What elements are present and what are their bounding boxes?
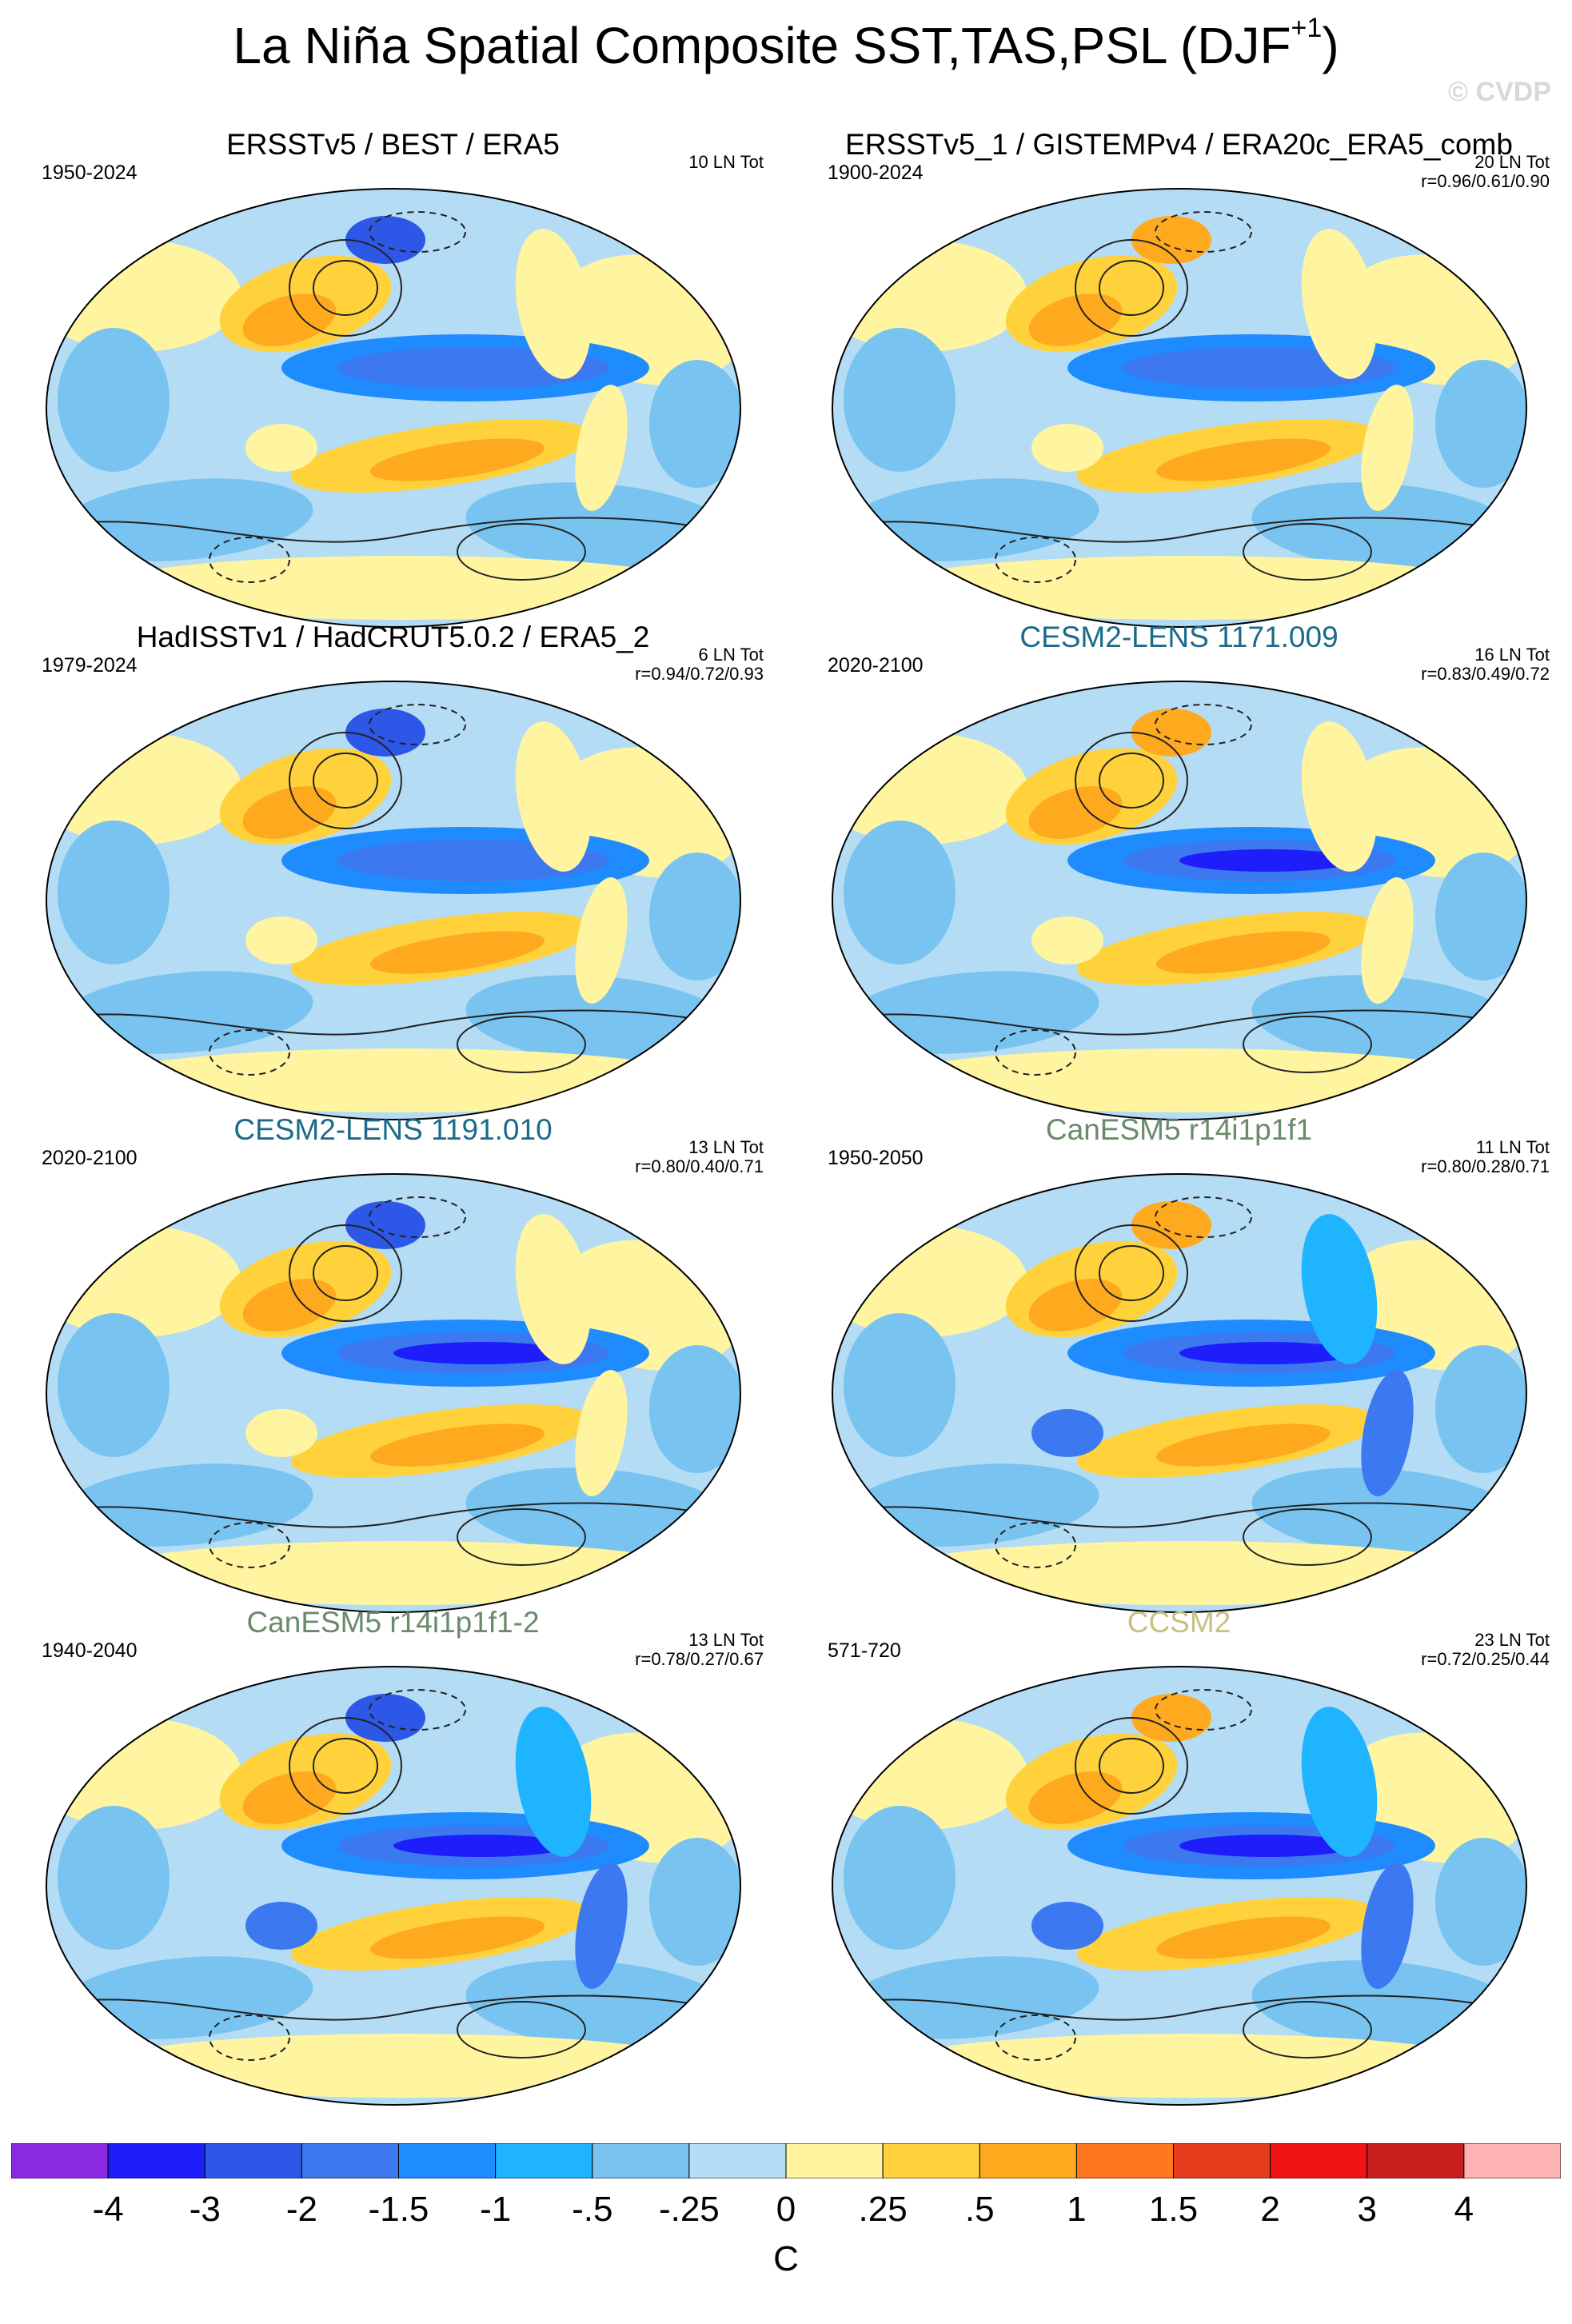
- panel-period: 1940-2040: [42, 1639, 138, 1662]
- colorbar-swatch: [688, 2143, 787, 2178]
- panel-title: HadISSTv1 / HadCRUT5.0.2 / ERA5_2: [136, 621, 650, 653]
- composite-map: [46, 681, 741, 1120]
- colorbar-swatch: [592, 2143, 690, 2178]
- colorbar-tick-label: 3: [1357, 2190, 1377, 2229]
- colorbar-tick-label: 1.5: [1148, 2190, 1199, 2229]
- panel-period: 571-720: [828, 1639, 901, 1662]
- panel-title: CanESM5 r14i1p1f1: [1045, 1113, 1313, 1146]
- map-panel: HadISSTv1 / HadCRUT5.0.2 / ERA5_2 1979-20…: [0, 621, 786, 1148]
- panel-event-count: 13 LN Tot: [688, 1137, 764, 1157]
- colorbar-swatch: [1173, 2143, 1271, 2178]
- panel-period: 1950-2024: [42, 162, 138, 184]
- colorbar: [11, 2143, 1561, 2178]
- colorbar-tick-label: 0: [776, 2190, 796, 2229]
- colorbar-swatch: [107, 2143, 205, 2178]
- panel-period: 2020-2100: [828, 654, 924, 677]
- page-title: La Niña Spatial Composite SST,TAS,PSL (D…: [233, 13, 1339, 74]
- panel-event-count: 13 LN Tot: [688, 1630, 764, 1650]
- composite-map: [46, 188, 741, 628]
- colorbar-tick-label: .25: [858, 2190, 908, 2229]
- map-panel: ERSSTv5 / BEST / ERA5 1950-2024 10 LN Tot: [0, 128, 786, 656]
- colorbar-unit: C: [773, 2239, 799, 2278]
- colorbar-swatch: [979, 2143, 1077, 2178]
- cvdp-watermark: © CVDP: [1448, 77, 1551, 107]
- composite-map: [832, 188, 1527, 628]
- colorbar-tick-label: -1: [480, 2190, 512, 2229]
- panel-pattern-correlation: r=0.80/0.28/0.71: [1421, 1156, 1550, 1176]
- panel-event-count: 10 LN Tot: [688, 152, 764, 172]
- map-panel: CanESM5 r14i1p1f1-2 1940-2040 13 LN Tot r=0…: [0, 1606, 786, 2134]
- panel-event-count: 6 LN Tot: [698, 645, 764, 665]
- colorbar-tick-label: .5: [964, 2190, 995, 2229]
- panel-title: CESM2-LENS 1191.010: [233, 1113, 553, 1146]
- colorbar-tick-label: 4: [1454, 2190, 1474, 2229]
- panel-title: ERSSTv5 / BEST / ERA5: [226, 128, 560, 161]
- panel-period: 1950-2050: [828, 1147, 924, 1169]
- colorbar-swatch: [398, 2143, 497, 2178]
- panel-period: 2020-2100: [42, 1147, 138, 1169]
- colorbar-tick-label: 2: [1260, 2190, 1280, 2229]
- composite-map: [832, 681, 1527, 1120]
- colorbar-swatch: [204, 2143, 302, 2178]
- colorbar-swatch: [882, 2143, 980, 2178]
- panel-title: ERSSTv5_1 / GISTEMPv4 / ERA20c_ERA5_comb: [845, 128, 1513, 161]
- panel-title: CanESM5 r14i1p1f1-2: [246, 1606, 540, 1639]
- composite-map: [832, 1666, 1527, 2106]
- panel-pattern-correlation: r=0.83/0.49/0.72: [1421, 664, 1550, 684]
- panel-pattern-correlation: r=0.80/0.40/0.71: [635, 1156, 764, 1176]
- map-panel: CESM2-LENS 1171.009 2020-2100 16 LN Tot r=0…: [786, 621, 1572, 1148]
- panel-pattern-correlation: r=0.72/0.25/0.44: [1421, 1649, 1550, 1669]
- map-panel: ERSSTv5_1 / GISTEMPv4 / ERA20c_ERA5_comb…: [786, 128, 1572, 656]
- panel-event-count: 16 LN Tot: [1474, 645, 1550, 665]
- colorbar-swatch: [1075, 2143, 1174, 2178]
- colorbar-tick-label: -4: [92, 2190, 124, 2229]
- colorbar-tick-label: 1: [1067, 2190, 1087, 2229]
- colorbar-tick-label: -.5: [572, 2190, 613, 2229]
- composite-map: [46, 1666, 741, 2106]
- colorbar-swatch: [11, 2143, 109, 2178]
- panel-pattern-correlation: r=0.78/0.27/0.67: [635, 1649, 764, 1669]
- panel-pattern-correlation: r=0.96/0.61/0.90: [1421, 171, 1550, 191]
- panel-pattern-correlation: r=0.94/0.72/0.93: [635, 664, 764, 684]
- colorbar-tick-label: -.25: [658, 2190, 720, 2229]
- colorbar-tick-label: -1.5: [368, 2190, 429, 2229]
- panel-title: CESM2-LENS 1171.009: [1019, 621, 1339, 653]
- panel-period: 1979-2024: [42, 654, 138, 677]
- panel-title: CCSM2: [1127, 1606, 1231, 1639]
- map-panel: CCSM2 571-720 23 LN Tot r=0.72/0.25/0.44: [786, 1606, 1572, 2134]
- panel-period: 1900-2024: [828, 162, 924, 184]
- panel-event-count: 23 LN Tot: [1474, 1630, 1550, 1650]
- colorbar-swatch: [1463, 2143, 1561, 2178]
- map-panel: CESM2-LENS 1191.010 2020-2100 13 LN Tot r=0…: [0, 1113, 786, 1641]
- composite-map: [832, 1173, 1527, 1613]
- composite-map: [46, 1173, 741, 1613]
- colorbar-swatch: [495, 2143, 593, 2178]
- colorbar-swatch: [1367, 2143, 1465, 2178]
- colorbar-swatch: [301, 2143, 399, 2178]
- colorbar-tick-label: -3: [189, 2190, 221, 2229]
- panel-event-count: 11 LN Tot: [1475, 1137, 1550, 1157]
- colorbar-tick-label: -2: [285, 2190, 317, 2229]
- colorbar-swatch: [785, 2143, 884, 2178]
- map-panel: CanESM5 r14i1p1f1 1950-2050 11 LN Tot r=0.8…: [786, 1113, 1572, 1641]
- colorbar-swatch: [1270, 2143, 1368, 2178]
- panel-event-count: 20 LN Tot: [1474, 152, 1550, 172]
